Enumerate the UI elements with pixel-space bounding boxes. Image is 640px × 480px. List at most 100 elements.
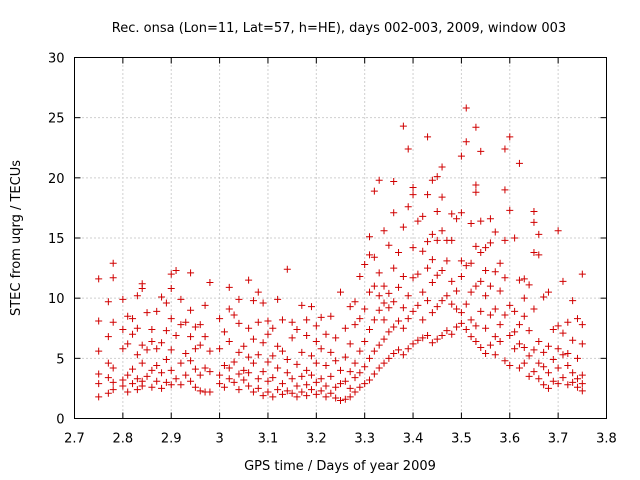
data-point: [501, 145, 509, 153]
data-point: [525, 352, 533, 360]
data-point: [129, 330, 137, 338]
data-point: [124, 312, 132, 320]
data-point: [351, 374, 359, 382]
x-tick-label: 2.7: [64, 432, 85, 447]
data-point: [573, 315, 581, 323]
data-point: [453, 323, 461, 331]
data-point: [303, 316, 311, 324]
data-point: [235, 386, 243, 394]
data-point: [332, 334, 340, 342]
data-point: [245, 382, 253, 390]
data-point: [206, 368, 214, 376]
x-axis-title: GPS time / Days of year 2009: [244, 459, 436, 474]
data-point: [380, 227, 388, 235]
data-point: [525, 327, 533, 335]
data-point: [569, 378, 577, 386]
data-point: [283, 356, 291, 364]
data-point: [559, 277, 567, 285]
data-point: [491, 268, 499, 276]
data-point: [356, 369, 364, 377]
data-point: [366, 354, 374, 362]
data-point: [187, 333, 195, 341]
data-point: [322, 393, 330, 401]
data-point: [482, 324, 490, 332]
data-point: [477, 307, 485, 315]
data-point: [467, 220, 475, 228]
data-point: [443, 257, 451, 265]
data-point: [206, 347, 214, 355]
data-point: [327, 372, 335, 380]
data-point: [448, 277, 456, 285]
data-point: [482, 350, 490, 358]
data-point: [177, 321, 185, 329]
data-point: [240, 366, 248, 374]
x-tick-label: 2.9: [161, 432, 182, 447]
data-point: [438, 227, 446, 235]
data-point: [167, 315, 175, 323]
data-point: [162, 299, 170, 307]
data-point: [409, 183, 417, 191]
data-point: [390, 350, 398, 358]
data-point: [177, 295, 185, 303]
data-point: [119, 325, 127, 333]
data-point: [312, 359, 320, 367]
data-point: [515, 321, 523, 329]
data-point: [564, 350, 572, 358]
data-point: [191, 365, 199, 373]
data-point: [472, 322, 480, 330]
data-point: [148, 325, 156, 333]
data-point: [143, 309, 151, 317]
data-point: [433, 335, 441, 343]
data-point: [361, 380, 369, 388]
data-point: [578, 371, 586, 379]
data-point: [167, 270, 175, 278]
data-point: [569, 297, 577, 305]
data-point: [438, 163, 446, 171]
data-point: [395, 283, 403, 291]
data-point: [370, 316, 378, 324]
data-point: [496, 321, 504, 329]
data-point: [249, 388, 257, 396]
data-point: [511, 307, 519, 315]
data-point: [95, 347, 103, 355]
data-point: [259, 299, 267, 307]
data-point: [95, 317, 103, 325]
data-point: [269, 324, 277, 332]
data-point: [554, 380, 562, 388]
data-point: [375, 292, 383, 300]
data-point: [225, 375, 233, 383]
data-point: [317, 387, 325, 395]
data-point: [361, 260, 369, 268]
data-point: [462, 300, 470, 308]
data-point: [569, 369, 577, 377]
data-point: [404, 145, 412, 153]
data-point: [104, 333, 112, 341]
data-point: [448, 330, 456, 338]
data-point: [424, 191, 432, 199]
data-point: [520, 294, 528, 302]
data-points: [95, 104, 586, 404]
data-point: [298, 348, 306, 356]
data-point: [375, 364, 383, 372]
data-point: [366, 288, 374, 296]
data-point: [540, 293, 548, 301]
data-point: [293, 325, 301, 333]
data-point: [158, 369, 166, 377]
data-point: [385, 241, 393, 249]
data-point: [414, 270, 422, 278]
data-point: [187, 357, 195, 365]
data-point: [457, 152, 465, 160]
data-point: [467, 333, 475, 341]
data-point: [167, 366, 175, 374]
data-point: [457, 319, 465, 327]
data-point: [385, 289, 393, 297]
data-point: [525, 281, 533, 289]
data-point: [129, 380, 137, 388]
data-point: [177, 381, 185, 389]
data-point: [95, 380, 103, 388]
data-point: [370, 253, 378, 261]
x-tick-label: 2.8: [113, 432, 134, 447]
data-point: [158, 384, 166, 392]
data-point: [554, 322, 562, 330]
data-point: [443, 292, 451, 300]
